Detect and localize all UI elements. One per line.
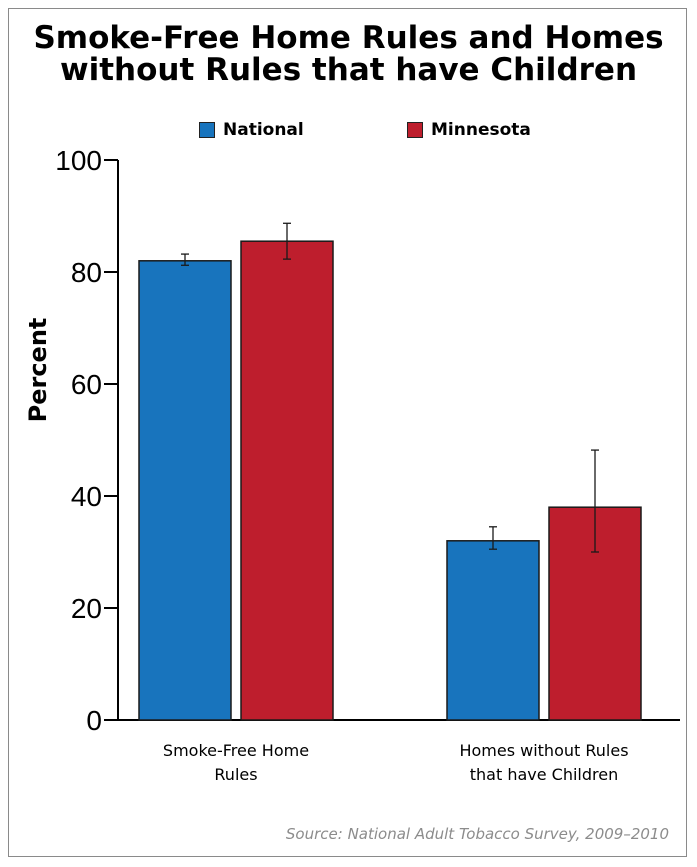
- legend-label-national: National: [223, 120, 304, 140]
- bar-minnesota-0: [240, 240, 334, 721]
- category-label-0-line-0: Smoke-Free Home: [163, 741, 309, 760]
- legend-label-minnesota: Minnesota: [431, 120, 531, 140]
- chart-title: Smoke-Free Home Rules and Homes without …: [0, 22, 697, 86]
- chart-legend: National Minnesota: [0, 120, 697, 142]
- y-tick-label-20: 20: [71, 593, 102, 624]
- source-note: Source: National Adult Tobacco Survey, 2…: [285, 825, 669, 843]
- y-tick-label-60: 60: [71, 369, 102, 400]
- y-tick-label-0: 0: [86, 705, 102, 736]
- legend-item-national: National: [199, 120, 304, 140]
- y-tick-label-80: 80: [71, 257, 102, 288]
- legend-swatch-national: [199, 122, 215, 138]
- y-tick-label-40: 40: [71, 481, 102, 512]
- category-label-1-line-1: that have Children: [470, 765, 619, 784]
- legend-item-minnesota: Minnesota: [407, 120, 531, 140]
- y-tick-label-100: 100: [55, 145, 102, 176]
- chart-title-line-1: Smoke-Free Home Rules and Homes: [33, 20, 664, 56]
- category-label-0-line-1: Rules: [214, 765, 257, 784]
- legend-swatch-minnesota: [407, 122, 423, 138]
- category-label-1-line-0: Homes without Rules: [459, 741, 628, 760]
- bar-national-0: [138, 260, 232, 721]
- chart-frame: [8, 8, 687, 857]
- chart-title-line-2: without Rules that have Children: [59, 52, 638, 88]
- bar-national-1: [446, 540, 540, 721]
